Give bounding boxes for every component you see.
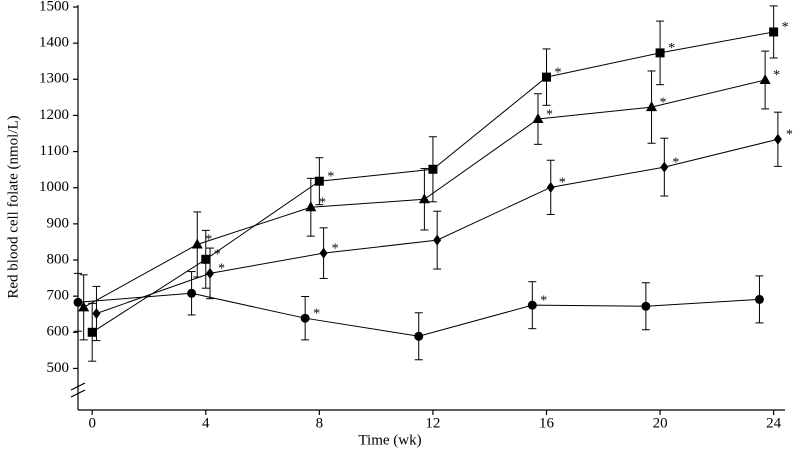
significance-mark: * <box>218 262 225 277</box>
marker <box>314 176 324 186</box>
significance-mark: * <box>773 68 780 83</box>
significance-mark: * <box>546 107 553 122</box>
x-tick-label: 8 <box>316 415 324 431</box>
x-tick-label: 16 <box>539 415 555 431</box>
marker <box>655 48 665 58</box>
x-tick-label: 12 <box>425 415 440 431</box>
significance-mark: * <box>660 95 667 110</box>
marker <box>73 297 83 307</box>
significance-mark: * <box>214 248 221 263</box>
significance-mark: * <box>327 169 334 184</box>
marker <box>646 101 658 112</box>
marker <box>418 193 430 204</box>
marker <box>433 234 442 246</box>
y-tick-label: 1400 <box>39 35 69 51</box>
marker <box>541 72 551 82</box>
x-tick-label: 20 <box>653 415 668 431</box>
x-tick-label: 0 <box>88 415 96 431</box>
marker <box>78 301 90 312</box>
y-tick-label: 700 <box>47 288 70 304</box>
y-tick-label: 1100 <box>40 143 69 159</box>
axis-break <box>70 389 86 398</box>
significance-mark: * <box>554 65 561 80</box>
marker <box>754 294 764 304</box>
significance-mark: * <box>668 41 675 56</box>
y-tick-label: 800 <box>47 251 70 267</box>
marker <box>187 288 197 298</box>
y-axis-label: Red blood cell folate (nmol/L) <box>5 115 21 298</box>
x-tick-label: 24 <box>766 415 782 431</box>
y-tick-label: 600 <box>47 324 70 340</box>
significance-mark: * <box>319 195 326 210</box>
marker <box>206 267 215 279</box>
marker <box>532 113 544 124</box>
marker <box>773 133 782 145</box>
significance-mark: * <box>559 176 566 191</box>
marker <box>527 300 537 310</box>
marker <box>305 201 317 212</box>
significance-mark: * <box>672 155 679 170</box>
marker <box>428 164 438 174</box>
y-tick-label: 1500 <box>39 0 69 14</box>
marker <box>191 238 203 249</box>
significance-mark: * <box>540 293 547 308</box>
marker <box>769 27 779 37</box>
y-tick-label: 900 <box>47 215 70 231</box>
x-tick-label: 4 <box>202 415 210 431</box>
y-tick-label: 1300 <box>39 71 69 87</box>
significance-mark: * <box>205 233 212 248</box>
marker <box>641 301 651 311</box>
x-axis-label: Time (wk) <box>358 432 421 448</box>
significance-mark: * <box>332 241 339 256</box>
marker <box>319 247 328 259</box>
marker <box>660 161 669 173</box>
y-tick-label: 1200 <box>39 107 69 123</box>
y-tick-label: 1000 <box>39 179 69 195</box>
axis-break <box>70 382 86 391</box>
marker <box>300 313 310 323</box>
marker <box>201 254 211 264</box>
marker <box>759 74 771 85</box>
y-tick-label: 500 <box>47 360 70 376</box>
significance-mark: * <box>313 306 320 321</box>
marker <box>87 327 97 337</box>
marker <box>414 331 424 341</box>
marker <box>92 307 101 319</box>
significance-mark: * <box>786 128 793 143</box>
marker <box>546 181 555 193</box>
significance-mark: * <box>782 20 789 35</box>
